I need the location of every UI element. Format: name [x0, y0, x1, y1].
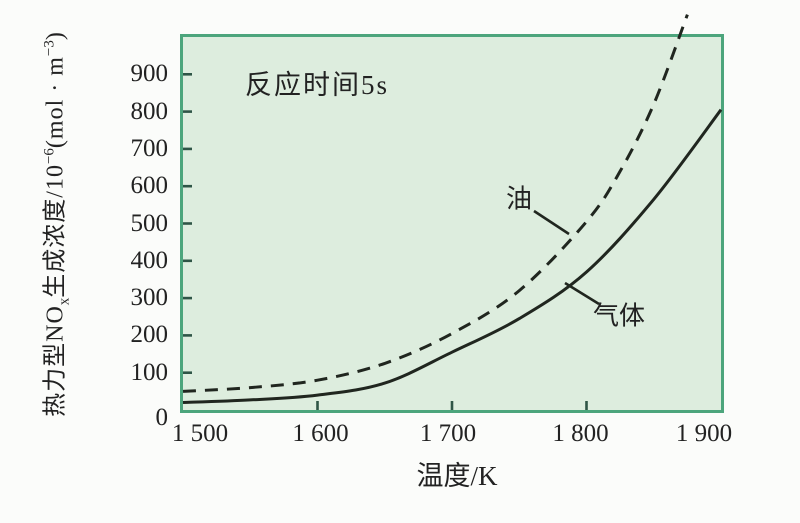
y-tick-label: 500	[130, 209, 169, 237]
y-axis-label-seg3: (mol · m	[42, 56, 69, 149]
y-axis-label: 热力型NOx生成浓度/10−6(mol · m−3)	[35, 31, 74, 417]
y-tick-label: 0	[155, 404, 169, 431]
gas-curve	[182, 108, 723, 404]
x-axis-label: 温度/K	[416, 461, 498, 491]
y-axis-label-sup-6: −6	[41, 148, 58, 165]
y-tick-label: 600	[130, 172, 169, 200]
oil-curve	[182, 14, 689, 393]
y-axis-label-sub-x: x	[56, 297, 73, 306]
y-tick-label: 800	[130, 97, 169, 125]
y-tick-label: 400	[130, 246, 169, 274]
annotation-reaction-time: 反应时间5s	[245, 70, 390, 100]
x-tick-label: 1 700	[419, 420, 477, 447]
x-tick-label: 1 500	[171, 420, 229, 447]
x-tick-label: 1 900	[675, 420, 733, 447]
y-tick-label: 700	[130, 134, 169, 162]
plot-svg	[182, 14, 723, 410]
x-tick-label: 1 800	[552, 420, 609, 447]
y-tick-label: 200	[130, 321, 169, 349]
series-label-gas: 气体	[592, 301, 646, 331]
gas-leader-line	[564, 281, 600, 306]
oil-leader-line	[533, 209, 570, 236]
y-axis-label-sup-3: −3	[41, 40, 58, 57]
y-axis-label-seg2: 生成浓度/10	[42, 164, 69, 298]
y-tick-label: 100	[130, 358, 169, 386]
x-tick-label: 1 600	[292, 420, 349, 447]
y-axis-label-seg1: 热力型NO	[42, 305, 69, 417]
series-label-oil: 油	[505, 184, 533, 214]
y-tick-label: 900	[130, 60, 169, 88]
y-tick-label: 300	[130, 284, 169, 312]
y-axis-label-seg4: )	[42, 31, 69, 41]
plot-area: 反应时间5s 油气体	[180, 14, 724, 413]
